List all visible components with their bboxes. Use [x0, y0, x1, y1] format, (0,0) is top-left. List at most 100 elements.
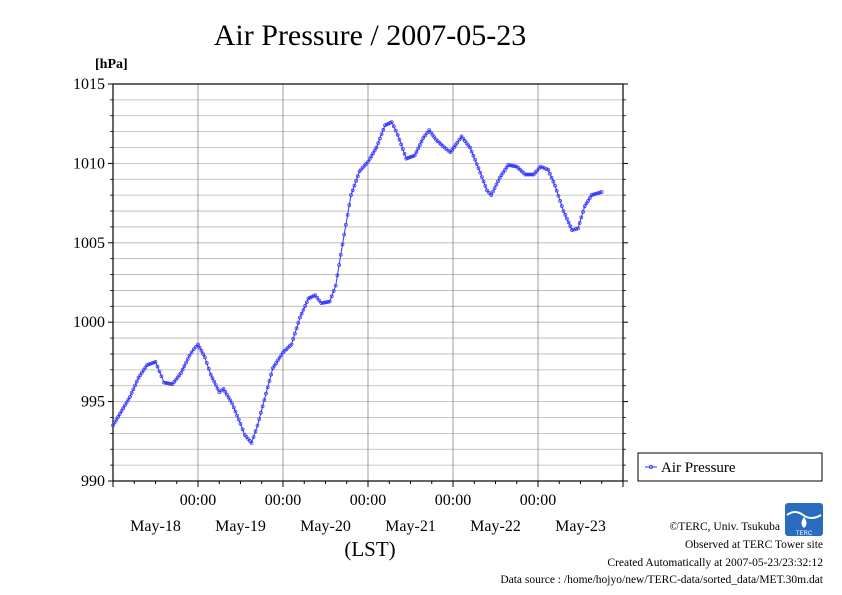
- data-point: [576, 226, 580, 231]
- data-point: [184, 360, 188, 365]
- data-point: [291, 337, 296, 341]
- data-point: [473, 158, 477, 162]
- data-point: [489, 193, 494, 198]
- data-point: [579, 215, 584, 220]
- data-point: [366, 159, 370, 164]
- data-point: [159, 374, 164, 379]
- x-tick-date-label: May-18: [130, 518, 181, 535]
- data-point: [501, 170, 505, 175]
- data-point: [554, 188, 559, 193]
- data-point: [483, 184, 488, 188]
- data-point: [459, 134, 464, 139]
- data-point: [272, 363, 277, 368]
- data-point: [374, 145, 379, 150]
- data-point: [251, 435, 256, 439]
- data-point: [233, 409, 238, 414]
- data-point: [174, 377, 178, 382]
- x-tick-date-label: May-23: [555, 518, 606, 535]
- data-point: [481, 179, 486, 184]
- data-point: [525, 172, 529, 177]
- data-point: [430, 132, 435, 137]
- data-point: [474, 162, 479, 166]
- data-point: [419, 139, 424, 144]
- data-point: [317, 298, 322, 303]
- data-point: [155, 364, 160, 369]
- data-point: [146, 362, 151, 367]
- data-point: [315, 296, 320, 300]
- data-point: [496, 179, 500, 184]
- data-point: [401, 147, 405, 151]
- data-point: [399, 142, 403, 147]
- x-axis-label: (LST): [344, 537, 395, 561]
- data-point: [208, 372, 213, 377]
- data-point: [487, 190, 491, 195]
- data-point: [260, 404, 265, 409]
- data-point: [372, 148, 377, 153]
- data-point: [568, 224, 573, 229]
- data-point: [381, 127, 386, 132]
- data-point: [204, 361, 209, 365]
- data-point: [393, 128, 398, 133]
- data-point: [558, 199, 562, 203]
- data-point: [167, 381, 171, 386]
- data-point: [391, 124, 396, 129]
- y-tick-label: 1015: [73, 76, 105, 93]
- data-point: [121, 406, 126, 411]
- terc-logo: TERC: [785, 503, 823, 537]
- data-point: [335, 273, 340, 278]
- data-point: [289, 342, 294, 347]
- footer-observed: Observed at TERC Tower site: [685, 539, 823, 551]
- data-point: [148, 361, 153, 366]
- footer-copyright: ©TERC, Univ. Tsukuba: [670, 521, 780, 533]
- data-point: [596, 191, 601, 195]
- data-point: [331, 289, 336, 293]
- terc-logo-wave: [786, 511, 822, 519]
- chart-gridlines: [113, 84, 623, 481]
- data-point: [143, 365, 148, 370]
- legend: Air Pressure: [637, 452, 823, 482]
- data-point: [574, 227, 578, 231]
- data-point: [407, 155, 412, 160]
- data-point: [210, 376, 215, 380]
- data-point: [548, 171, 552, 176]
- data-point: [145, 363, 149, 367]
- data-point: [112, 420, 117, 425]
- data-point: [319, 301, 324, 305]
- terc-logo-drop: [801, 517, 807, 528]
- data-point: [313, 293, 318, 298]
- data-point: [497, 175, 502, 180]
- data-point: [421, 136, 426, 140]
- data-point: [182, 364, 187, 368]
- data-point: [162, 380, 166, 385]
- y-tick-label: 995: [81, 394, 105, 411]
- data-point: [369, 154, 374, 158]
- data-point: [540, 165, 545, 170]
- data-point: [129, 391, 134, 395]
- data-point: [276, 358, 280, 363]
- data-point: [453, 143, 458, 147]
- x-tick-time-label: 00:00: [265, 492, 301, 509]
- data-point: [206, 366, 211, 371]
- legend-box: [637, 452, 823, 482]
- data-point: [354, 179, 358, 183]
- data-point: [457, 137, 462, 142]
- data-point: [249, 441, 254, 445]
- data-point: [448, 150, 453, 155]
- terc-logo-text: TERC: [796, 531, 813, 537]
- data-point: [506, 163, 511, 167]
- data-point: [584, 201, 589, 206]
- data-point: [214, 383, 218, 387]
- data-point: [321, 300, 325, 305]
- x-tick-time-label: 00:00: [180, 492, 216, 509]
- data-point: [416, 146, 420, 151]
- data-point: [429, 130, 433, 135]
- data-point: [327, 299, 332, 304]
- y-axis-unit-label: [hPa]: [95, 57, 128, 72]
- data-point: [199, 348, 204, 353]
- data-point: [301, 307, 306, 312]
- data-point: [418, 143, 422, 147]
- x-tick-date-label: May-21: [385, 518, 436, 535]
- data-point: [191, 347, 196, 352]
- data-point: [464, 141, 469, 145]
- data-point: [478, 170, 483, 175]
